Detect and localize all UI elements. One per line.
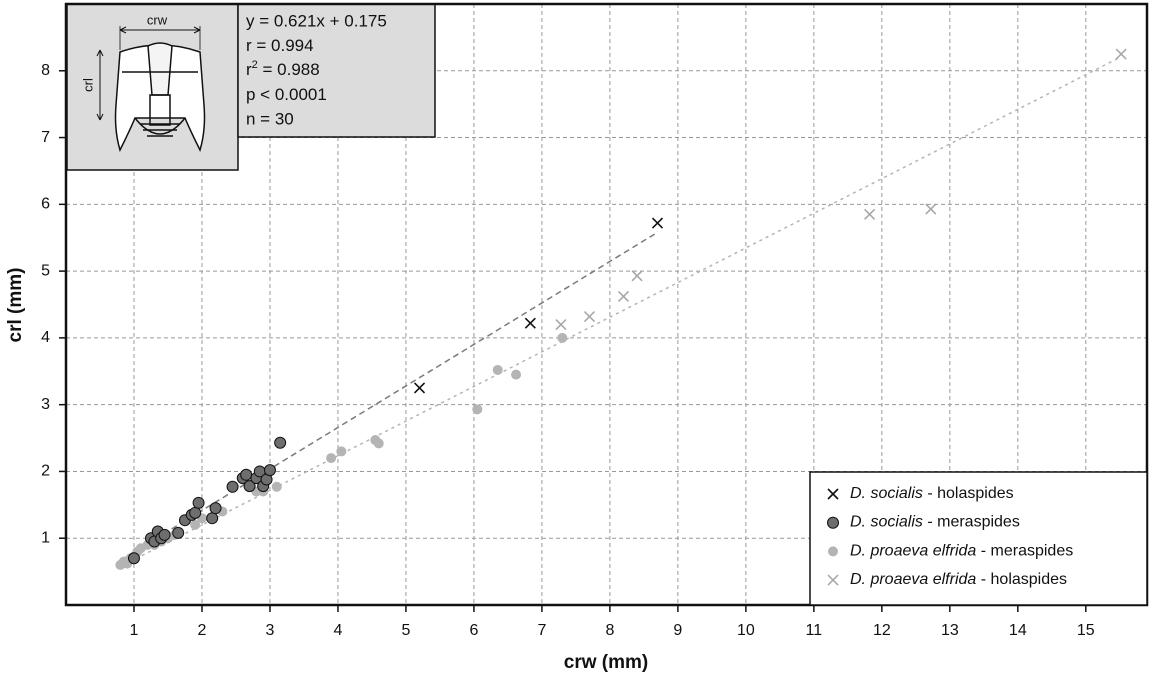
legend-label: D. proaeva elfrida - meraspides (850, 543, 1073, 560)
stats-part: 2 (252, 59, 258, 71)
x-tick-label: 13 (941, 622, 959, 639)
trilobite-drawing (96, 26, 206, 153)
y-axis-title: crl (mm) (5, 268, 26, 343)
x-tick-label: 7 (537, 622, 546, 639)
plot-frame (64, 2, 1149, 607)
stats-box (237, 3, 436, 138)
point (263, 464, 276, 477)
point (189, 506, 202, 519)
stats-line: n = 30 (246, 109, 294, 128)
legend-marker (827, 516, 839, 529)
x-tick-label: 4 (333, 622, 342, 639)
x-axis-title: crw (mm) (564, 652, 648, 673)
stats-part: r (246, 60, 252, 79)
x-tick-label: 10 (737, 622, 755, 639)
inset-width-label: crw (147, 12, 168, 27)
trend-line (116, 56, 1121, 569)
x-tick-label: 3 (266, 622, 275, 639)
stats-line: y = 0.621x + 0.175 (246, 11, 387, 30)
points (115, 48, 1127, 570)
x-tick-label: 2 (198, 622, 207, 639)
point (557, 332, 568, 343)
y-tick-label: 4 (41, 329, 50, 346)
point (190, 519, 201, 530)
point (472, 404, 483, 415)
point (206, 512, 219, 525)
point (524, 317, 536, 329)
legend-label: D. proaeva elfrida - holaspides (850, 571, 1067, 588)
x-tick-label: 6 (469, 622, 478, 639)
point (172, 526, 185, 539)
point (864, 208, 876, 220)
point (617, 290, 630, 303)
point (240, 468, 253, 481)
legend-box (809, 471, 1148, 606)
legend-marker (828, 546, 838, 557)
x-tick-label: 1 (130, 622, 139, 639)
legend: D. socialis - holaspides D. socialis - me… (809, 471, 1148, 606)
x-tick-label: 14 (1009, 622, 1027, 639)
point (651, 217, 664, 229)
y-tick-label: 6 (41, 196, 50, 213)
x-tick-label: 15 (1077, 622, 1095, 639)
point (492, 364, 503, 375)
x-tick-label: 9 (673, 622, 682, 639)
stats-line: p < 0.0001 (246, 85, 327, 104)
legend-marker (827, 574, 839, 586)
y-tick-label: 1 (41, 529, 50, 546)
stats-line: r = 0.994 (246, 36, 314, 55)
legend-label: D. socialis - holaspides (850, 485, 1014, 502)
point (274, 436, 287, 449)
point (127, 552, 140, 565)
point (925, 203, 937, 215)
point (192, 496, 205, 509)
point (511, 369, 522, 380)
x-tick-label: 8 (605, 622, 614, 639)
point (336, 446, 347, 457)
point (209, 502, 222, 515)
stats-line: r2 = 0.988 (246, 59, 320, 80)
legend-label: D. socialis - meraspides (850, 514, 1020, 531)
y-tick-label: 7 (41, 129, 50, 146)
y-tick-label: 3 (41, 396, 50, 413)
point (158, 528, 171, 541)
x-tick-label: 12 (873, 622, 891, 639)
trend-line (119, 231, 658, 561)
y-tick-label: 5 (41, 262, 50, 279)
inset: crw crl y = 0.621x + 0.175 r = 0.994 r2 = … (66, 3, 436, 171)
point (1115, 48, 1127, 60)
x-tick-label: 5 (401, 622, 410, 639)
point (413, 382, 426, 394)
point (583, 310, 596, 323)
x-tick-label: 11 (806, 622, 823, 639)
point (226, 480, 239, 493)
point (243, 480, 256, 493)
point (555, 318, 567, 331)
stats-part: = 0.988 (258, 60, 320, 79)
trend-lines (116, 56, 1121, 569)
point (326, 453, 337, 464)
y-tick-label: 2 (41, 463, 50, 480)
inset-length-label: crl (80, 78, 95, 92)
point (631, 270, 643, 282)
point (373, 438, 384, 449)
y-tick-label: 8 (41, 62, 50, 79)
point (271, 481, 282, 492)
stats: y = 0.621x + 0.175 r = 0.994 r2 = 0.988 p <… (246, 11, 387, 128)
legend-marker (827, 488, 839, 500)
